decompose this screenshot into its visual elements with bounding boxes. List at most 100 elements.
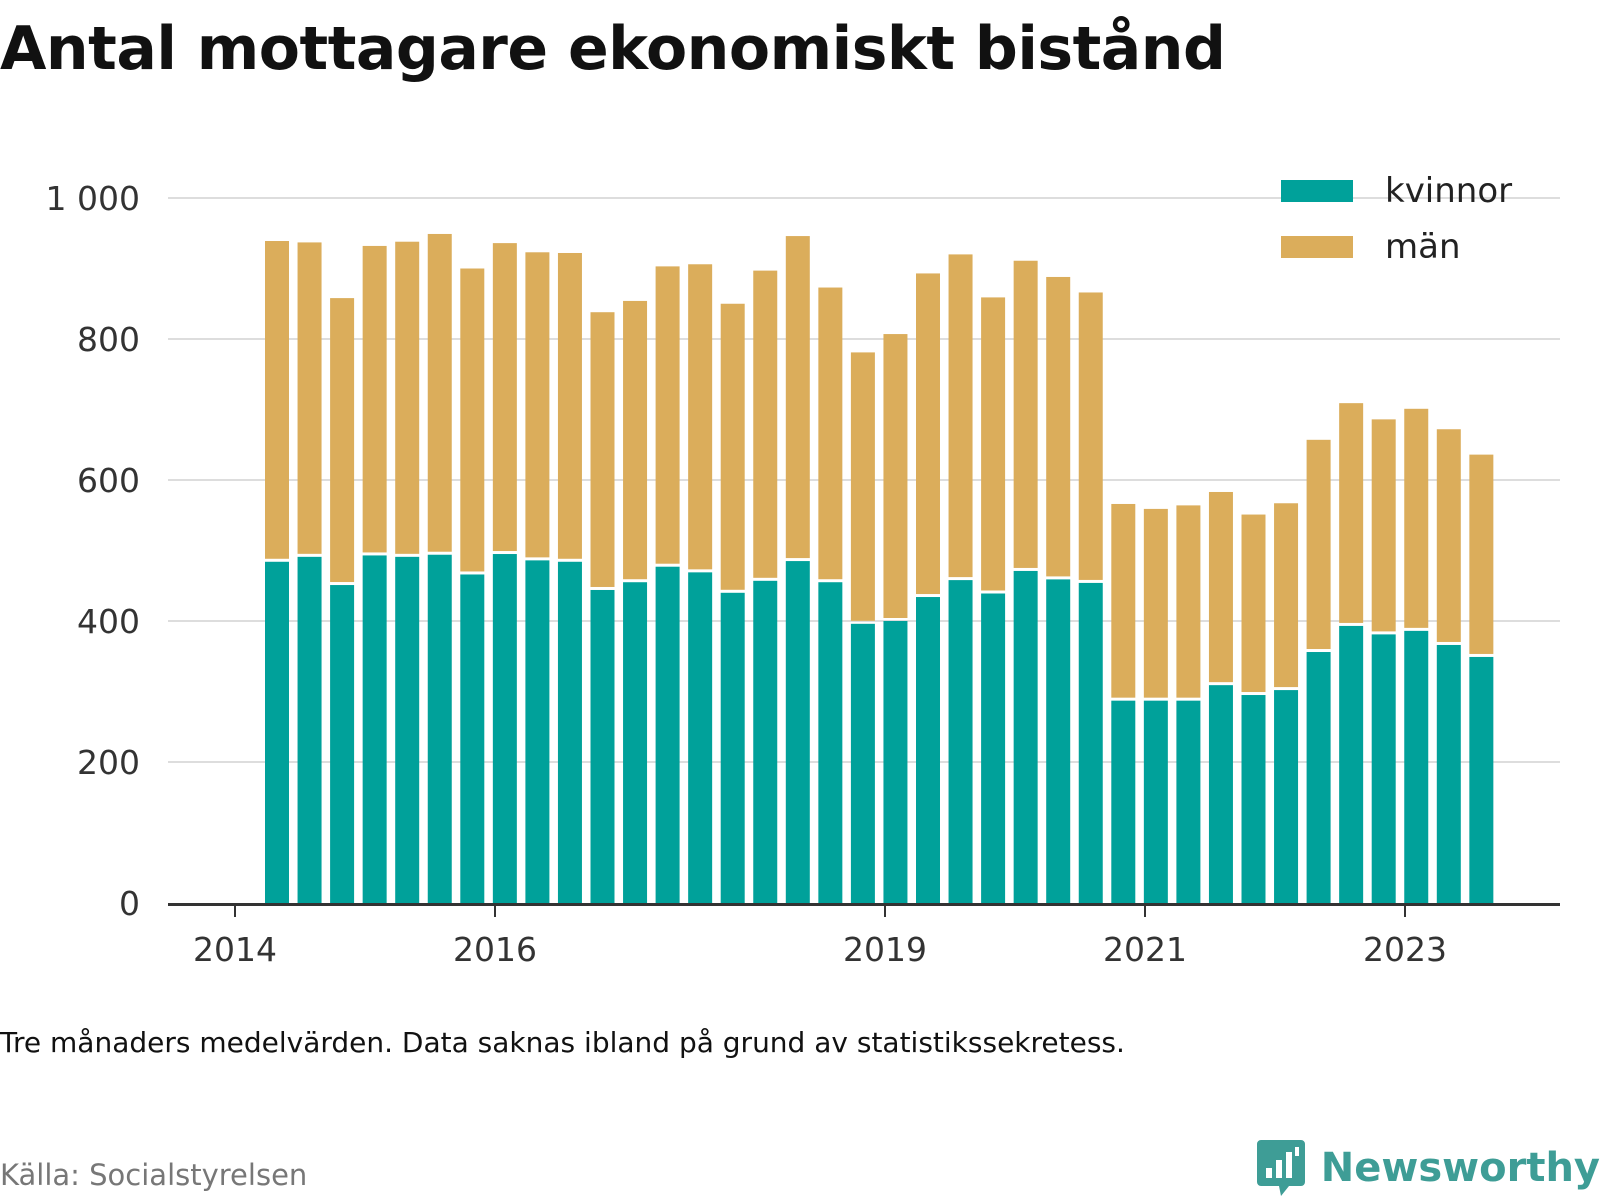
bar-man bbox=[1241, 514, 1266, 693]
bar-man bbox=[1143, 508, 1168, 698]
y-tick-label: 1 000 bbox=[46, 179, 140, 218]
bar-man bbox=[1013, 260, 1038, 568]
bar-kvinnor bbox=[948, 580, 973, 903]
bar-man bbox=[981, 297, 1006, 591]
bar-kvinnor bbox=[1241, 695, 1266, 903]
y-tick-label: 600 bbox=[77, 461, 140, 500]
bar-kvinnor bbox=[557, 561, 582, 903]
bar-man bbox=[1306, 439, 1331, 650]
bar-man bbox=[753, 270, 778, 578]
bar-man bbox=[883, 334, 908, 618]
bar-kvinnor bbox=[850, 623, 875, 903]
bar-kvinnor bbox=[655, 566, 680, 903]
bar-kvinnor bbox=[362, 555, 387, 903]
x-tick-label: 2016 bbox=[453, 930, 537, 969]
y-tick-label: 800 bbox=[77, 320, 140, 359]
bar-kvinnor bbox=[1306, 652, 1331, 903]
bar-man bbox=[720, 303, 745, 590]
bar-kvinnor bbox=[395, 556, 420, 903]
bar-kvinnor bbox=[753, 580, 778, 903]
bar-kvinnor bbox=[785, 561, 810, 903]
bar-kvinnor bbox=[492, 554, 517, 903]
bar-kvinnor bbox=[427, 554, 452, 903]
bar-man bbox=[1111, 503, 1136, 698]
x-tick-label: 2021 bbox=[1103, 930, 1187, 969]
bar-kvinnor bbox=[1208, 685, 1233, 903]
x-tick-label: 2014 bbox=[193, 930, 277, 969]
bar-kvinnor bbox=[916, 597, 940, 903]
bar-man bbox=[623, 300, 648, 580]
chart-title: Antal mottagare ekonomiskt bistånd bbox=[0, 14, 1226, 84]
bar-man bbox=[948, 254, 973, 578]
y-tick-label: 0 bbox=[119, 884, 140, 923]
bar-man bbox=[557, 252, 582, 559]
bar-kvinnor bbox=[1143, 700, 1168, 903]
bar-man bbox=[427, 233, 452, 552]
x-tick-label: 2023 bbox=[1363, 930, 1447, 969]
source-credit: Källa: Socialstyrelsen bbox=[0, 1158, 308, 1192]
bar-kvinnor bbox=[688, 572, 713, 903]
bar-man bbox=[850, 352, 875, 621]
bar-man bbox=[525, 252, 550, 558]
bar-man bbox=[395, 241, 420, 554]
bar-man bbox=[688, 264, 713, 570]
bar-man bbox=[785, 236, 810, 559]
legend-label: män bbox=[1385, 227, 1461, 267]
bar-kvinnor bbox=[883, 621, 908, 903]
bars bbox=[265, 233, 1494, 903]
bar-kvinnor bbox=[1436, 644, 1461, 903]
legend-swatch bbox=[1281, 236, 1353, 258]
bar-kvinnor bbox=[1404, 630, 1429, 903]
brand-name: Newsworthy bbox=[1320, 1145, 1600, 1191]
bar-kvinnor bbox=[1469, 656, 1494, 903]
bar-man bbox=[265, 241, 289, 559]
bar-kvinnor bbox=[265, 561, 289, 903]
bar-man bbox=[1046, 276, 1071, 577]
bar-man bbox=[818, 287, 843, 580]
bar-man bbox=[460, 268, 485, 572]
bar-kvinnor bbox=[525, 560, 550, 903]
bar-kvinnor bbox=[818, 582, 843, 903]
bar-kvinnor bbox=[720, 592, 745, 903]
legend-swatch bbox=[1281, 180, 1353, 202]
bar-kvinnor bbox=[1176, 700, 1201, 903]
bar-kvinnor bbox=[460, 574, 485, 903]
bar-kvinnor bbox=[1274, 690, 1299, 903]
y-axis-ticks: 0 200 400 600 800 1 000 bbox=[46, 179, 140, 923]
bar-kvinnor bbox=[297, 556, 322, 903]
bar-kvinnor bbox=[330, 585, 355, 903]
bar-kvinnor bbox=[1078, 582, 1103, 903]
y-tick-label: 200 bbox=[77, 743, 140, 782]
bar-man bbox=[1176, 505, 1201, 698]
bar-kvinnor bbox=[1371, 634, 1396, 903]
chart-note: Tre månaders medelvärden. Data saknas ib… bbox=[0, 1026, 1125, 1059]
bar-kvinnor bbox=[1339, 625, 1364, 903]
bar-man bbox=[1208, 491, 1233, 683]
bar-man bbox=[362, 245, 387, 553]
x-tick-label: 2019 bbox=[843, 930, 927, 969]
brand-logo: Newsworthy bbox=[1255, 1138, 1600, 1198]
bar-man bbox=[1274, 503, 1299, 688]
bar-man bbox=[492, 243, 517, 552]
bar-kvinnor bbox=[1046, 579, 1071, 903]
x-axis: 2014 2016 2019 2021 2023 bbox=[168, 903, 1560, 969]
bar-kvinnor bbox=[590, 589, 615, 903]
bar-man bbox=[1339, 403, 1364, 623]
y-tick-label: 400 bbox=[77, 602, 140, 641]
legend: kvinnor män bbox=[1281, 171, 1512, 267]
bar-kvinnor bbox=[623, 582, 648, 903]
bar-man bbox=[1371, 419, 1396, 632]
bar-kvinnor bbox=[1111, 700, 1136, 903]
legend-label: kvinnor bbox=[1385, 171, 1512, 211]
bar-man bbox=[1436, 429, 1461, 642]
bar-man bbox=[655, 266, 680, 564]
bar-man bbox=[916, 273, 940, 595]
bar-man bbox=[1078, 292, 1103, 580]
bar-kvinnor bbox=[1013, 570, 1038, 903]
bar-man bbox=[330, 298, 355, 583]
bar-man bbox=[590, 312, 615, 587]
bar-man bbox=[1469, 454, 1494, 654]
bar-man bbox=[297, 242, 322, 554]
chart-bubble-icon bbox=[1256, 1140, 1305, 1196]
